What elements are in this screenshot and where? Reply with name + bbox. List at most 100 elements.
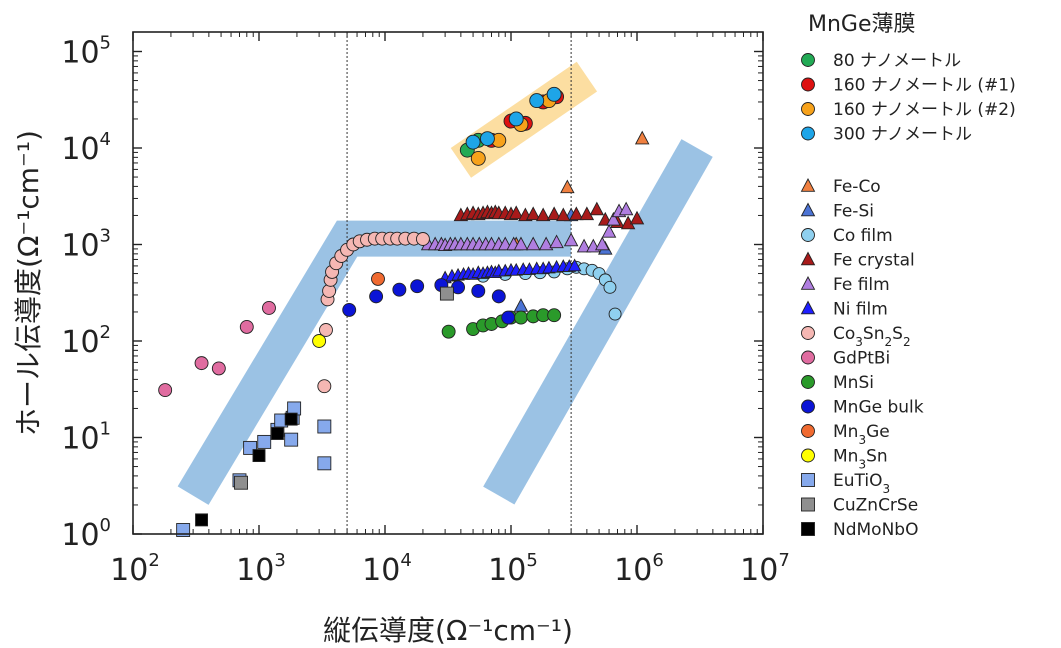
data-point [158,383,173,398]
legend-marker [800,178,816,192]
legend-label-part: NdMoNbO [833,520,918,540]
series-9 [438,258,582,284]
legend-label-part: 300 ナノメートル [833,125,972,145]
legend-label-part: Mn [833,422,858,442]
legend-marker [800,251,816,266]
legend-marker [801,399,815,414]
data-point [369,289,384,304]
axis-ticks [132,32,764,535]
legend-marker [800,202,816,217]
data-point [439,286,454,301]
data-point [579,206,595,221]
data-point [589,201,605,216]
legend-label: Co3Sn2S2 [833,324,911,349]
legend-label: Mn3Ge [833,422,890,447]
legend-label: NdMoNbO [833,520,918,540]
data-point [465,134,481,150]
legend-label-part: Ge [866,422,890,442]
data-point [317,379,332,394]
data-point [284,432,299,447]
legend-label: Fe film [833,275,890,295]
data-point [634,130,650,145]
y-tick-label-base: 10 [61,518,99,553]
legend-label: 80 ナノメートル [833,51,961,71]
series-12 [441,308,562,339]
legend-item-14: Mn3Ge [801,422,890,447]
legend-item-17: CuZnCrSe [801,496,918,516]
legend-label-sub: 3 [858,458,866,472]
series-13 [342,278,516,325]
data-point [508,111,524,127]
data-point [629,210,645,225]
y-tick-label-exp: 1 [100,419,111,440]
series-14 [371,271,385,286]
data-point [312,334,327,348]
series-17 [234,286,454,490]
data-points [158,86,650,537]
legend-item-12: MnSi [801,373,874,393]
x-axis-label: 縦伝導度(Ω⁻¹cm⁻¹) [323,614,573,647]
x-tick-label-base: 10 [740,553,778,588]
data-point [547,308,562,323]
legend-label-part: 160 ナノメートル (#1) [833,76,1016,96]
legend-label-part: CuZnCrSe [833,496,918,516]
legend-title: MnGe薄膜 [808,12,916,37]
legend-item-18: NdMoNbO [801,520,918,540]
y-tick-label-exp: 5 [100,33,111,54]
x-tick-label-exp: 3 [274,550,285,571]
legend-label-part: Fe crystal [833,251,915,271]
data-point [538,236,554,251]
data-point [471,284,486,298]
y-tick-label-exp: 3 [100,226,111,247]
legend-item-5: Fe-Si [800,202,874,222]
legend-label: Fe crystal [833,251,915,271]
legend-label-sub: 3 [882,482,890,496]
data-point [525,236,541,251]
data-point [603,280,617,294]
series-3 [465,86,562,150]
legend-item-3: 300 ナノメートル [801,125,972,145]
legend-label: Mn3Sn [833,447,888,472]
legend-label-sub: 2 [885,335,893,349]
y-axis-label: ホール伝導度(Ω⁻¹cm⁻¹) [12,130,45,436]
x-tick-label: 104 [362,550,412,588]
data-point [441,324,456,339]
legend-item-1: 160 ナノメートル (#1) [801,76,1016,96]
legend-marker [801,473,815,487]
data-point [569,206,584,221]
legend-label-part: 160 ナノメートル (#2) [833,100,1016,120]
y-tick-label: 104 [61,129,111,167]
legend-marker [801,350,815,365]
data-point [392,282,407,297]
data-point [319,323,333,337]
y-tick-label-exp: 2 [100,322,111,343]
data-point [606,211,621,226]
x-tick-label-exp: 6 [652,550,663,571]
legend-label-sub: 3 [858,433,866,447]
data-point [595,236,610,251]
x-tick-label: 103 [236,550,286,588]
legend-label-sub: 2 [903,335,911,349]
legend-label: MnGe bulk [833,398,924,418]
data-point [576,238,592,253]
x-tick-label-base: 10 [614,553,652,588]
data-point [529,93,545,109]
legend-marker [801,228,815,242]
x-tick-label-base: 10 [488,553,526,588]
data-point [508,205,524,220]
series-10 [317,231,430,394]
y-tick-label-exp: 4 [100,129,111,150]
legend-label: Co film [833,226,893,246]
legend-label: MnSi [833,373,874,393]
legend-marker [801,326,815,340]
y-tick-label-base: 10 [61,229,99,264]
legend-marker [801,448,815,463]
x-tick-label-exp: 4 [400,550,411,571]
legend-item-16: EuTiO3 [801,471,890,496]
legend: 80 ナノメートル 160 ナノメートル (#1) 160 ナノメートル (#2) 3… [800,51,1016,540]
legend-marker [801,424,815,438]
data-point [525,206,541,221]
data-point [270,427,284,440]
legend-label: 300 ナノメートル [833,125,972,145]
y-tick-label-exp: 0 [100,515,111,536]
